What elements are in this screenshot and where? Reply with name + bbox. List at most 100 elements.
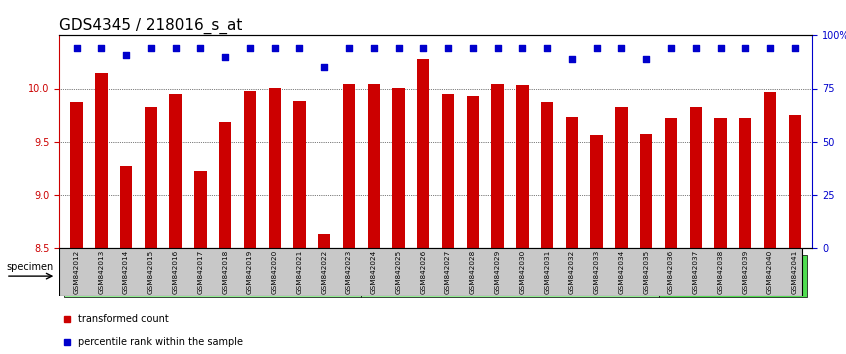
Bar	[318, 234, 331, 248]
Bar	[343, 84, 355, 248]
Text: GSM842014: GSM842014	[123, 250, 129, 294]
Bar	[244, 91, 256, 248]
Text: GSM842022: GSM842022	[321, 250, 327, 294]
Bar	[615, 107, 628, 248]
Text: GSM842026: GSM842026	[420, 250, 426, 294]
Bar	[294, 101, 305, 248]
Bar	[64, 256, 361, 297]
Point	[664, 45, 678, 51]
Bar	[393, 88, 404, 248]
Text: GSM842020: GSM842020	[272, 250, 277, 294]
Bar	[689, 107, 702, 248]
Text: GSM842023: GSM842023	[346, 250, 352, 294]
Point	[268, 45, 282, 51]
Text: GSM842040: GSM842040	[767, 250, 773, 294]
Text: transformed count: transformed count	[78, 314, 169, 324]
Point	[565, 56, 579, 62]
Text: GSM842025: GSM842025	[396, 250, 402, 294]
Text: GSM842031: GSM842031	[544, 250, 550, 294]
Text: GDS4345 / 218016_s_at: GDS4345 / 218016_s_at	[59, 18, 243, 34]
Point	[788, 45, 802, 51]
Point	[243, 45, 256, 51]
Text: pre-surgery: pre-surgery	[180, 271, 245, 281]
Text: GSM842024: GSM842024	[371, 250, 376, 294]
Text: GSM842035: GSM842035	[643, 250, 649, 294]
Bar	[516, 85, 529, 248]
Text: GSM842036: GSM842036	[668, 250, 674, 294]
Bar	[417, 59, 430, 248]
Text: GSM842012: GSM842012	[74, 250, 80, 294]
Bar	[70, 102, 83, 248]
Point	[169, 45, 183, 51]
Point	[615, 45, 629, 51]
Point	[491, 45, 504, 51]
Bar	[788, 115, 801, 248]
Bar	[739, 118, 751, 248]
Bar	[361, 256, 658, 297]
Point	[515, 45, 529, 51]
Point	[714, 45, 728, 51]
Point	[640, 56, 653, 62]
Text: GSM842037: GSM842037	[693, 250, 699, 294]
Point	[367, 45, 381, 51]
Point	[293, 45, 306, 51]
Text: GSM842015: GSM842015	[148, 250, 154, 294]
Point	[763, 45, 777, 51]
Bar	[120, 166, 132, 248]
Text: GSM842013: GSM842013	[98, 250, 104, 294]
Text: control: control	[713, 271, 752, 281]
Bar	[268, 88, 281, 248]
Bar	[714, 118, 727, 248]
Bar	[442, 94, 454, 248]
Point	[739, 45, 752, 51]
Text: GSM842021: GSM842021	[296, 250, 303, 294]
Point	[541, 45, 554, 51]
Text: GSM842041: GSM842041	[792, 250, 798, 294]
Text: GSM842018: GSM842018	[222, 250, 228, 294]
Text: GSM842030: GSM842030	[519, 250, 525, 294]
Point	[442, 45, 455, 51]
Bar	[566, 117, 578, 248]
Bar	[95, 73, 107, 248]
Text: GSM842027: GSM842027	[445, 250, 451, 294]
Point	[317, 64, 331, 70]
Point	[119, 52, 133, 57]
Point	[218, 54, 232, 59]
Bar	[467, 96, 479, 248]
Point	[466, 45, 480, 51]
Point	[194, 45, 207, 51]
Bar	[219, 122, 231, 248]
Text: GSM842029: GSM842029	[495, 250, 501, 294]
Bar	[591, 135, 603, 248]
Text: GSM842038: GSM842038	[717, 250, 723, 294]
Bar	[541, 102, 553, 248]
Text: GSM842017: GSM842017	[197, 250, 203, 294]
Point	[95, 45, 108, 51]
Point	[144, 45, 157, 51]
Point	[69, 45, 83, 51]
Text: post-surgery: post-surgery	[475, 271, 545, 281]
Bar	[367, 84, 380, 248]
Point	[416, 45, 430, 51]
Text: GSM842028: GSM842028	[470, 250, 475, 294]
Bar	[764, 92, 777, 248]
Point	[590, 45, 603, 51]
Text: specimen: specimen	[6, 262, 53, 272]
Point	[343, 45, 356, 51]
Bar	[145, 107, 157, 248]
Bar	[665, 118, 677, 248]
Bar	[492, 84, 504, 248]
Point	[392, 45, 405, 51]
Bar	[169, 94, 182, 248]
Text: GSM842016: GSM842016	[173, 250, 179, 294]
Text: GSM842039: GSM842039	[742, 250, 749, 294]
Point	[689, 45, 702, 51]
Bar	[195, 171, 206, 248]
Text: GSM842032: GSM842032	[569, 250, 575, 294]
Text: GSM842034: GSM842034	[618, 250, 624, 294]
Bar	[640, 134, 652, 248]
Text: percentile rank within the sample: percentile rank within the sample	[78, 337, 243, 347]
Text: GSM842033: GSM842033	[594, 250, 600, 294]
Text: GSM842019: GSM842019	[247, 250, 253, 294]
Bar	[658, 256, 807, 297]
